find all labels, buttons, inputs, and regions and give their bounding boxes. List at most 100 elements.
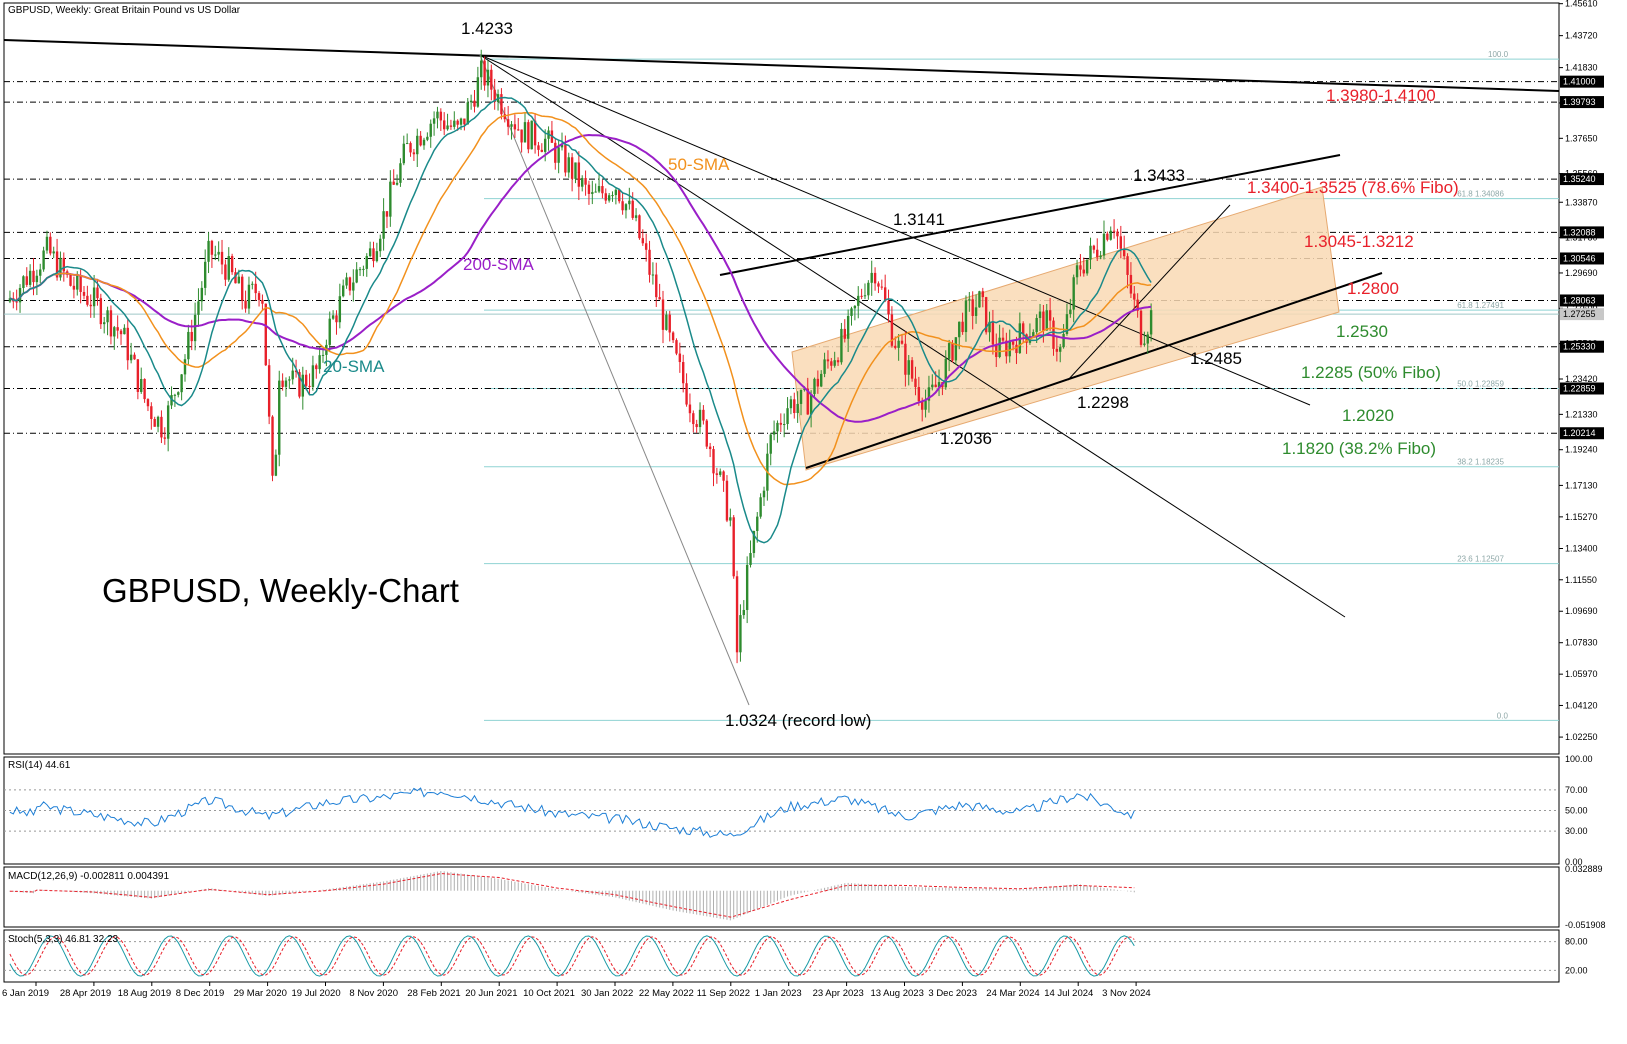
candle-body [894, 345, 897, 348]
candle-body [533, 120, 537, 146]
candle-body [540, 149, 544, 152]
price-extreme-label: 1.4233 [461, 19, 513, 38]
y-tick-label: 1.21330 [1565, 409, 1598, 419]
x-tick-label: 24 Mar 2024 [986, 988, 1039, 999]
candle-body [614, 189, 618, 196]
candle-body [611, 195, 614, 197]
candle-body [749, 553, 752, 565]
candle-body [742, 609, 745, 616]
candle-body [779, 422, 783, 425]
y-tick-label: 1.19240 [1565, 445, 1598, 455]
candle-body [490, 69, 493, 90]
fibo-level-label: 100.0 [1488, 50, 1509, 59]
candle-body [96, 287, 99, 299]
candle-body [678, 353, 682, 363]
x-tick-label: 28 Apr 2019 [60, 988, 111, 999]
candle-body [1126, 256, 1129, 275]
candle-body [752, 530, 756, 554]
candle-body [163, 437, 166, 439]
candle-body [924, 400, 927, 410]
candle-body [607, 195, 611, 201]
candle-body [72, 285, 76, 290]
candle-body [594, 191, 597, 193]
sma200-line [9, 133, 1152, 423]
candle-body [719, 471, 722, 475]
candle-body [237, 276, 241, 284]
candle-body [921, 401, 924, 410]
rsi-tick-label: 30.00 [1565, 826, 1588, 836]
candle-body [1075, 265, 1079, 278]
candle-body [725, 480, 729, 521]
candle-body [887, 300, 890, 315]
candle-body [315, 365, 318, 370]
candle-body [910, 360, 914, 379]
fibo-level-label: 23.6 1.12507 [1457, 555, 1504, 564]
y-tick-label: 1.17130 [1565, 480, 1598, 490]
candle-body [947, 343, 951, 359]
candle-body [207, 240, 210, 262]
candle-body [230, 256, 234, 273]
descending-trend-line-2 [479, 54, 1311, 406]
candle-body [762, 490, 766, 498]
candle-body [35, 275, 39, 283]
candle-body [123, 327, 126, 335]
candle-body [1055, 348, 1059, 352]
candle-body [1072, 277, 1075, 310]
macd-signal-line [9, 873, 1135, 918]
candle-body [8, 298, 12, 302]
candle-body [190, 331, 193, 342]
level-price-box [1560, 96, 1604, 109]
candle-body [883, 287, 887, 301]
x-tick-label: 22 May 2022 [639, 988, 694, 999]
candle-body [641, 238, 645, 244]
candle-body [574, 162, 577, 179]
candle-body [247, 284, 251, 309]
candle-body [1032, 332, 1035, 337]
candle-body [823, 359, 826, 374]
candle-body [587, 184, 591, 194]
candle-body [55, 251, 59, 278]
level-price-label: 1.25330 [1563, 342, 1596, 352]
candle-body [958, 321, 961, 338]
candle-body [328, 318, 331, 345]
candle-body [537, 145, 540, 150]
fibo-level-label: 0.0 [1497, 711, 1509, 720]
candle-body [203, 261, 207, 288]
candle-body [846, 315, 850, 339]
price-extreme-label: 1.2485 [1190, 349, 1242, 368]
candle-body [530, 120, 533, 150]
candle-body [446, 125, 449, 130]
stoch-label: Stoch(5,3,3) 46.81 32.23 [8, 934, 119, 945]
candle-body [18, 287, 22, 303]
candle-body [688, 404, 692, 414]
candle-body [22, 276, 25, 288]
candle-body [271, 416, 274, 476]
candle-body [86, 295, 89, 305]
candle-body [631, 200, 634, 218]
candle-body [52, 251, 55, 254]
rsi-tick-label: 100.00 [1565, 754, 1593, 764]
candle-body [1089, 245, 1092, 260]
resistance-zone-label: 1.3980-1.4100 [1326, 86, 1436, 105]
candle-body [1112, 230, 1116, 232]
candle-body [395, 182, 399, 185]
y-tick-label: 1.23420 [1565, 374, 1598, 384]
price-extreme-label: 1.0324 (record low) [725, 711, 871, 730]
candle-body [873, 272, 877, 284]
support-zone-label: 1.2530 [1336, 322, 1388, 341]
candle-body [698, 409, 702, 428]
candle-body [372, 248, 375, 262]
candle-body [442, 120, 446, 130]
rsi-label: RSI(14) 44.61 [8, 760, 71, 771]
price-extreme-label: 1.2036 [940, 429, 992, 448]
fibo-level-label: 50.0 1.22859 [1457, 379, 1504, 388]
level-price-box [1560, 340, 1604, 353]
candle-body [220, 251, 224, 265]
level-price-label: 1.28063 [1563, 295, 1596, 305]
candle-body [32, 270, 35, 283]
candle-body [745, 564, 749, 610]
candle-body [907, 360, 910, 375]
candle-body [426, 136, 429, 140]
candle-body [99, 298, 103, 325]
candle-body [904, 343, 907, 375]
